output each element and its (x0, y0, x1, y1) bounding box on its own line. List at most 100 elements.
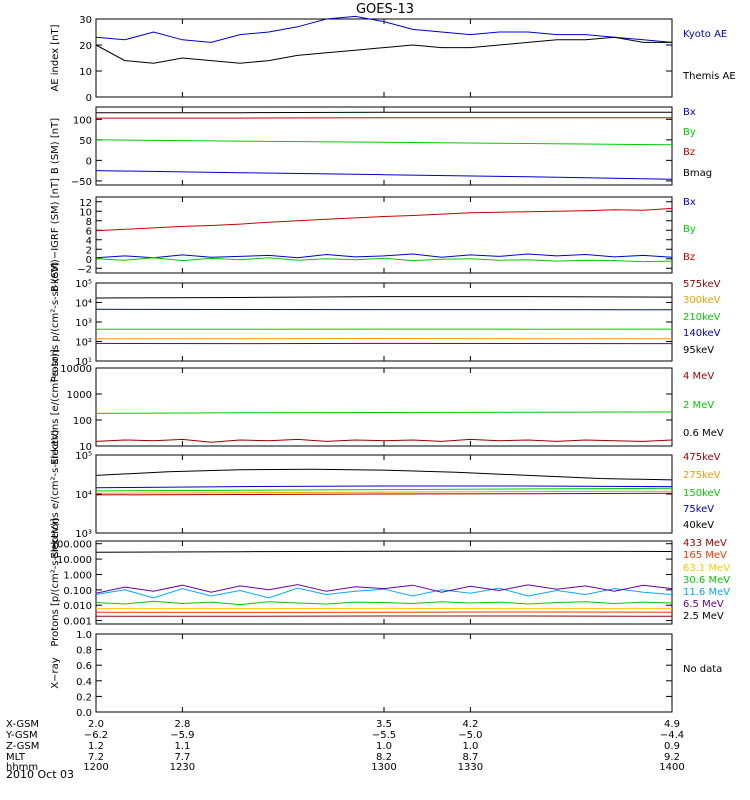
no-data-label: No data (683, 664, 722, 675)
legend-entry: 30.6 MeV (683, 575, 730, 586)
series-line (95, 411, 673, 414)
y-tick-label: 50 (79, 136, 92, 147)
y-tick-label: 10⁵ (75, 451, 92, 462)
ephemeris-value: 1.1 (174, 741, 190, 752)
series-line (95, 207, 673, 232)
ephemeris-value: 1.2 (88, 741, 104, 752)
ephemeris-value: 2.0 (88, 719, 104, 730)
legend-entry: Bz (683, 252, 695, 263)
y-tick-label: 20 (79, 41, 92, 52)
y-tick-label: 10 (79, 207, 92, 218)
panel-frame (95, 282, 673, 362)
y-tick-label: 10.000 (57, 555, 92, 566)
panel-frame (95, 367, 673, 447)
series-line (95, 600, 673, 606)
legend-entry: Bx (683, 107, 696, 118)
ephemeris-row-label: MLT (6, 752, 26, 763)
y-tick-label: 0.100 (63, 586, 92, 597)
ephemeris-value: −6.2 (84, 730, 108, 741)
series-line (95, 36, 672, 64)
y-tick-label: 10² (75, 338, 92, 349)
ephemeris-row-label: Y-GSM (5, 730, 38, 741)
y-tick-label: 10³ (75, 318, 92, 329)
series-line (95, 296, 673, 299)
panel-2: −50 0 50 100 B (SM) [nT] Bx By Bz Bmag (50, 106, 712, 188)
y-tick-label: 2 (86, 245, 92, 256)
y-tick-label: 4 (86, 236, 92, 247)
panel-frame (95, 196, 673, 274)
y-axis-label: Protons [p/(cm²-s-sr-keV)] (50, 518, 61, 646)
y-tick-label: 1000 (67, 390, 92, 401)
y-axis-label: AE index [nT] (50, 24, 61, 91)
series-line (95, 584, 673, 594)
panel-6: 10³ 10⁴ 10⁵ Electrons e/(cm²-s-sr-keV) 475ke… (50, 429, 721, 558)
ephemeris-row-label: hhmm (6, 762, 38, 773)
ephemeris-value: −5.9 (170, 730, 194, 741)
y-tick-label: 1.000 (63, 570, 92, 581)
ephemeris-row-label: X-GSM (6, 719, 39, 730)
legend-entry: 150keV (683, 488, 721, 499)
legend-entry: By (683, 127, 696, 138)
y-tick-label: 0.0 (76, 708, 92, 719)
ephemeris-value: 1.0 (376, 741, 392, 752)
y-axis-label: X−ray (50, 657, 61, 688)
plot-title: GOES-13 (356, 2, 414, 17)
legend-entry: Bmag (683, 168, 712, 179)
legend-entry: 2 MeV (683, 400, 714, 411)
legend-entry: 275keV (683, 470, 721, 481)
ephemeris-value: 1.0 (462, 741, 478, 752)
x-axis-ephemeris: X-GSM 2.0 2.8 3.5 4.2 4.9 Y-GSM −6.2 −5.9 −5.5 −5.… (5, 719, 685, 773)
legend-entry: 475keV (683, 452, 721, 463)
ephemeris-row-label: Z-GSM (6, 741, 39, 752)
ephemeris-value: 1230 (170, 762, 195, 773)
y-tick-label: 10000 (60, 364, 92, 375)
legend-entry: 63.1 MeV (683, 563, 730, 574)
series-line (95, 550, 673, 553)
ephemeris-value: 3.5 (376, 719, 392, 730)
series-line (95, 490, 673, 494)
y-tick-label: 30 (79, 15, 92, 26)
y-axis-label: B (SM) [nT] (50, 118, 61, 174)
series-line (95, 487, 673, 492)
y-tick-label: 8 (86, 217, 92, 228)
y-tick-label: −50 (71, 177, 92, 188)
series-line (95, 438, 673, 443)
series-line (95, 468, 673, 481)
series-line (95, 308, 673, 311)
y-tick-label: 0.001 (63, 617, 92, 628)
ephemeris-value: −5.0 (458, 730, 482, 741)
y-axis-label: Protons p/(cm²-s-sr-keV) (50, 262, 61, 383)
y-tick-label: 6 (86, 226, 92, 237)
y-tick-label: 10⁴ (75, 490, 92, 501)
ephemeris-value: 8.2 (376, 752, 392, 763)
legend-entry: 575keV (683, 279, 721, 290)
legend-entry: 2.5 MeV (683, 611, 724, 622)
ephemeris-value: 1200 (83, 762, 108, 773)
ephemeris-value: −5.5 (372, 730, 396, 741)
legend-entry: By (683, 224, 696, 235)
panel-1: 0 10 20 30 AE index [nT] Kyoto AE Themis AE (50, 15, 736, 104)
panel-frame (95, 540, 673, 625)
panel-8: 0.0 0.2 0.4 0.6 0.8 1.0 X−ray No data (50, 630, 722, 719)
y-tick-label: 10 (79, 67, 92, 78)
y-tick-label: 1.0 (76, 630, 92, 641)
y-tick-label: 0 (86, 255, 92, 266)
y-tick-label: 0 (86, 156, 92, 167)
series-line (95, 253, 673, 259)
ephemeris-value: 1330 (458, 762, 483, 773)
y-tick-label: 0.010 (63, 601, 92, 612)
panel-frame (95, 633, 673, 713)
legend-entry: 95keV (683, 345, 714, 356)
y-axis-label: B (SM)−IGRF (SM) [nT] (50, 178, 61, 292)
y-axis-label: Electrons e/(cm²-s-sr-keV) (50, 429, 61, 558)
ephemeris-value: 9.2 (664, 752, 680, 763)
y-tick-label: 0.2 (76, 692, 92, 703)
y-tick-label: 10⁴ (75, 299, 92, 310)
legend-entry: 300keV (683, 295, 721, 306)
y-tick-label: 10¹ (75, 357, 92, 368)
ephemeris-value: 2.8 (174, 719, 190, 730)
